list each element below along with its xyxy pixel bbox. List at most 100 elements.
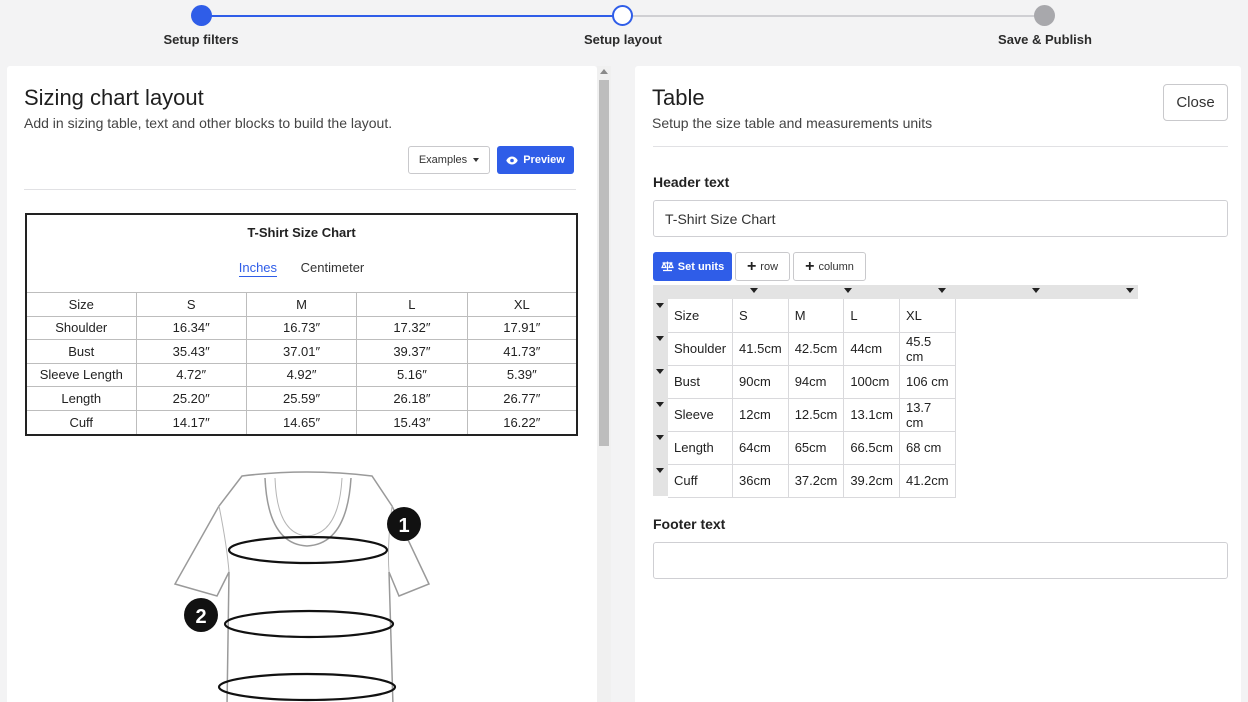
preview-button[interactable]: Preview bbox=[497, 146, 574, 174]
table-cell[interactable]: 45.5 cm bbox=[898, 331, 956, 366]
column-menu-caret-icon[interactable] bbox=[1126, 288, 1134, 293]
step-2-label[interactable]: Setup layout bbox=[583, 32, 663, 47]
add-column-label: column bbox=[818, 260, 854, 273]
table-cell[interactable]: XL bbox=[898, 299, 956, 333]
table-cell[interactable]: 64cm bbox=[732, 430, 789, 465]
row-menu-caret-icon[interactable] bbox=[656, 336, 664, 341]
table-cell[interactable]: 94cm bbox=[787, 364, 845, 399]
tshirt-diagram[interactable]: 1 2 bbox=[167, 466, 447, 702]
plus-icon: + bbox=[805, 257, 815, 275]
table-cell[interactable]: 13.1cm bbox=[843, 397, 900, 432]
table-cell[interactable]: 100cm bbox=[843, 364, 900, 399]
examples-dropdown[interactable]: Examples bbox=[408, 146, 490, 174]
table-cell[interactable]: 42.5cm bbox=[787, 331, 845, 366]
table-cell[interactable]: Sleeve bbox=[668, 397, 734, 432]
table-cell[interactable]: Cuff bbox=[668, 463, 734, 498]
table-cell: Shoulder bbox=[27, 315, 137, 340]
plus-icon: + bbox=[746, 257, 757, 275]
row-menu-caret-icon[interactable] bbox=[656, 468, 664, 473]
marker-1-label: 1 bbox=[398, 515, 409, 537]
table-cell[interactable]: 41.5cm bbox=[732, 331, 789, 366]
table-cell: 37.01″ bbox=[245, 339, 358, 364]
table-cell: 26.18″ bbox=[356, 386, 468, 411]
table-cell[interactable]: 36cm bbox=[732, 463, 789, 498]
table-panel-subtitle: Setup the size table and measurements un… bbox=[652, 115, 933, 131]
scroll-up-arrow-icon[interactable] bbox=[600, 69, 608, 74]
table-cell: 5.39″ bbox=[466, 362, 576, 387]
table-cell[interactable]: M bbox=[787, 299, 845, 333]
bust-measure-ring bbox=[227, 535, 389, 565]
row-menu-caret-icon[interactable] bbox=[656, 369, 664, 374]
table-cell[interactable]: 65cm bbox=[787, 430, 845, 465]
caret-down-icon bbox=[473, 158, 480, 162]
table-cell: 16.73″ bbox=[245, 315, 358, 340]
layout-panel-subtitle: Add in sizing table, text and other bloc… bbox=[24, 115, 393, 131]
table-cell[interactable]: L bbox=[843, 299, 900, 333]
step-1-dot[interactable] bbox=[191, 5, 212, 26]
table-cell[interactable]: Size bbox=[668, 299, 734, 333]
table-cell: 17.32″ bbox=[356, 315, 468, 340]
marker-1 bbox=[387, 507, 421, 541]
table-row: Sleeve 12cm 12.5cm 13.1cm 13.7 cm bbox=[668, 397, 956, 432]
table-cell: Cuff bbox=[27, 409, 137, 434]
table-cell: 35.43″ bbox=[135, 339, 247, 364]
row-menu-caret-icon[interactable] bbox=[656, 435, 664, 440]
table-cell[interactable]: 106 cm bbox=[898, 364, 956, 399]
column-menu-caret-icon[interactable] bbox=[844, 288, 852, 293]
table-row: Shoulder 41.5cm 42.5cm 44cm 45.5 cm bbox=[668, 331, 956, 366]
table-cell[interactable]: Length bbox=[668, 430, 734, 465]
table-cell[interactable]: 44cm bbox=[843, 331, 900, 366]
table-cell: L bbox=[356, 292, 468, 317]
add-column-button[interactable]: + column bbox=[793, 252, 866, 281]
row-menu-caret-icon[interactable] bbox=[656, 303, 664, 308]
table-cell: 41.73″ bbox=[466, 339, 576, 364]
footer-text-input[interactable] bbox=[653, 542, 1228, 579]
table-cell[interactable]: S bbox=[732, 299, 789, 333]
column-menu-caret-icon[interactable] bbox=[1032, 288, 1040, 293]
table-row: Bust 90cm 94cm 100cm 106 cm bbox=[668, 364, 956, 399]
table-cell[interactable]: 90cm bbox=[732, 364, 789, 399]
tab-inches[interactable]: Inches bbox=[238, 260, 278, 277]
table-cell[interactable]: 66.5cm bbox=[843, 430, 900, 465]
layout-panel: Sizing chart layout Add in sizing table,… bbox=[7, 66, 597, 702]
table-row: Length 25.20″ 25.59″ 26.18″ 26.77″ bbox=[27, 386, 576, 411]
table-cell[interactable]: 41.2cm bbox=[898, 463, 956, 498]
step-2-dot[interactable] bbox=[612, 5, 633, 26]
size-chart-preview[interactable]: T-Shirt Size Chart Inches Centimeter Siz… bbox=[25, 213, 578, 436]
table-cell: 16.34″ bbox=[135, 315, 247, 340]
tab-centimeter[interactable]: Centimeter bbox=[300, 260, 365, 275]
scrollbar-thumb[interactable] bbox=[599, 80, 609, 446]
table-cell: 4.92″ bbox=[245, 362, 358, 387]
size-chart-title: T-Shirt Size Chart bbox=[247, 225, 356, 240]
table-cell[interactable]: Bust bbox=[668, 364, 734, 399]
row-menu-caret-icon[interactable] bbox=[656, 402, 664, 407]
table-row: Cuff 14.17″ 14.65″ 15.43″ 16.22″ bbox=[27, 409, 576, 434]
table-row: Length 64cm 65cm 66.5cm 68 cm bbox=[668, 430, 956, 465]
stepper-line-todo bbox=[623, 15, 1045, 17]
close-button[interactable]: Close bbox=[1163, 84, 1228, 121]
row-handle-strip bbox=[653, 299, 668, 496]
table-cell[interactable]: Shoulder bbox=[668, 331, 734, 366]
header-text-input[interactable] bbox=[653, 200, 1228, 237]
step-1-label[interactable]: Setup filters bbox=[163, 32, 239, 47]
layout-panel-scrollbar[interactable] bbox=[597, 66, 611, 702]
table-cell[interactable]: 13.7 cm bbox=[898, 397, 956, 432]
table-cell[interactable]: 68 cm bbox=[898, 430, 956, 465]
table-cell: 25.59″ bbox=[245, 386, 358, 411]
table-cell[interactable]: 39.2cm bbox=[843, 463, 900, 498]
step-3-dot[interactable] bbox=[1034, 5, 1055, 26]
set-units-button[interactable]: Set units bbox=[653, 252, 732, 281]
table-cell[interactable]: 12.5cm bbox=[787, 397, 845, 432]
add-row-button[interactable]: + row bbox=[735, 252, 790, 281]
table-cell[interactable]: 12cm bbox=[732, 397, 789, 432]
editable-size-table: Size S M L XL Shoulder 41.5cm 42.5cm 44c… bbox=[668, 299, 956, 498]
step-3-label[interactable]: Save & Publish bbox=[998, 32, 1092, 47]
table-row: Sleeve Length 4.72″ 4.92″ 5.16″ 5.39″ bbox=[27, 362, 576, 387]
table-cell[interactable]: 37.2cm bbox=[787, 463, 845, 498]
set-units-label: Set units bbox=[677, 260, 725, 273]
column-menu-caret-icon[interactable] bbox=[750, 288, 758, 293]
table-cell: Bust bbox=[27, 339, 137, 364]
table-cell: 25.20″ bbox=[135, 386, 247, 411]
column-menu-caret-icon[interactable] bbox=[938, 288, 946, 293]
table-row: Bust 35.43″ 37.01″ 39.37″ 41.73″ bbox=[27, 339, 576, 364]
